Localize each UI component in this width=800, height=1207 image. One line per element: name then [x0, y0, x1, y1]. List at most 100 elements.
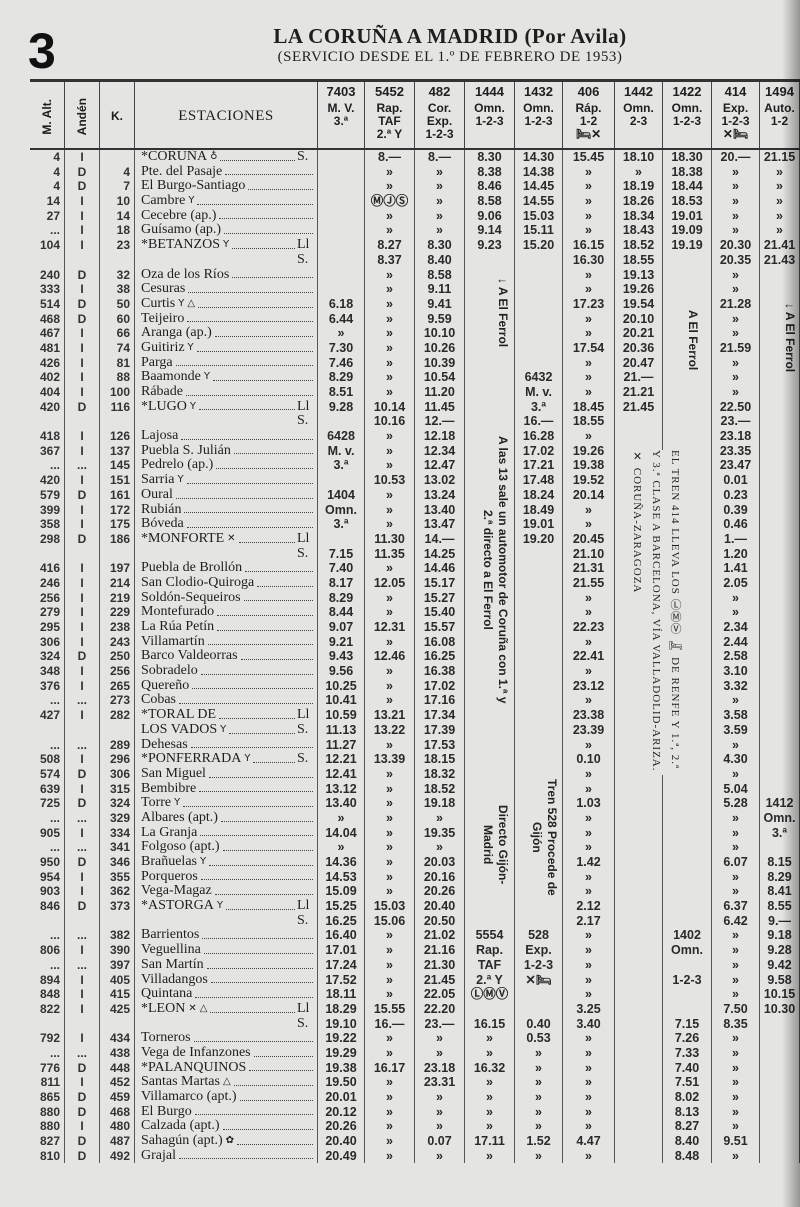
time-cell: »	[712, 1119, 760, 1135]
time-cell	[663, 620, 712, 635]
km-cell: 74	[100, 340, 135, 356]
km-cell: 256	[100, 664, 135, 679]
time-cell: 7.51	[663, 1075, 712, 1090]
time-cell: 21.28	[712, 296, 760, 312]
train-class: 3.ª	[333, 114, 349, 128]
time-cell: 7.26	[663, 1031, 712, 1046]
time-cell: Omn.	[663, 943, 712, 958]
time-cell: »	[365, 443, 415, 459]
time-cell	[465, 355, 515, 371]
time-cell: 22.23	[563, 620, 615, 635]
time-cell	[663, 766, 712, 782]
platform-cell: I	[65, 282, 100, 297]
time-cell: 18.52	[415, 781, 465, 797]
station-name: Albares (apt.)	[141, 810, 218, 825]
timetable-row: 240 D 32 Oza de los Ríos» 8.58» 19.13»	[30, 267, 800, 283]
dot-leader	[253, 752, 295, 763]
km-cell: 214	[100, 575, 135, 591]
page-edge-shadow	[782, 0, 800, 1207]
station-cell: *PALANQUINOS	[135, 1060, 318, 1076]
platform-cell: I	[65, 1119, 100, 1135]
time-cell	[615, 1045, 663, 1061]
time-cell	[318, 473, 365, 488]
time-cell	[663, 634, 712, 650]
time-cell: 9.28	[318, 399, 365, 415]
time-cell: 14.36	[318, 855, 365, 870]
time-cell: 20.03	[415, 855, 465, 870]
train-header-1432: 1432 Omn. 1-2-3	[515, 82, 563, 148]
time-cell: 20.10	[615, 311, 663, 327]
time-cell	[663, 649, 712, 665]
km-cell: 315	[100, 781, 135, 797]
altitude-cell: 324	[30, 649, 65, 665]
time-cell: 3.ª	[318, 458, 365, 474]
time-cell: 19.22	[318, 1031, 365, 1046]
time-cell	[318, 194, 365, 209]
time-cell: 19.01	[515, 517, 563, 532]
time-cell: »	[712, 208, 760, 224]
time-cell	[318, 223, 365, 239]
km-cell: 362	[100, 884, 135, 900]
station-cell: *MONFORTE ✕ Ll	[135, 531, 318, 547]
km-cell: 229	[100, 605, 135, 620]
time-cell: »	[365, 355, 415, 371]
time-cell	[465, 487, 515, 503]
time-cell	[663, 913, 712, 929]
altitude-cell: 725	[30, 796, 65, 811]
time-cell: 21.45	[615, 399, 663, 415]
arrival-departure-mark: S.	[297, 722, 309, 737]
timetable-row: 358 I 175 Bóveda 3.ª» 13.47 19.01» 0.46	[30, 517, 800, 532]
km-cell	[100, 913, 135, 929]
altitude-cell: 894	[30, 972, 65, 988]
station-cell: Bembibre	[135, 781, 318, 797]
time-cell: 14.46	[415, 561, 465, 576]
time-cell: 22.05	[415, 987, 465, 1002]
timetable-row: 298 D 186 *MONFORTE ✕ Ll 11.30 14.— 19.20 20.45 1.…	[30, 531, 800, 547]
time-cell	[515, 737, 563, 753]
time-cell: 13.24	[415, 487, 465, 503]
time-cell	[615, 943, 663, 958]
time-cell: 23.35	[712, 443, 760, 459]
station-cell: Soldón-Sequeiros	[135, 590, 318, 606]
time-cell	[663, 869, 712, 885]
time-cell	[465, 443, 515, 459]
time-cell: 16.25	[415, 649, 465, 665]
time-cell: 13.22	[365, 722, 415, 738]
glass-icon: Y	[187, 341, 194, 353]
time-cell	[465, 546, 515, 562]
time-cell: »	[563, 957, 615, 973]
time-cell	[663, 855, 712, 870]
platform-cell: ...	[65, 1045, 100, 1061]
station-name: El Burgo-Santiago	[141, 179, 246, 194]
time-cell	[465, 575, 515, 591]
platform-cell: I	[65, 429, 100, 444]
time-cell: 15.55	[365, 1001, 415, 1017]
time-cell	[615, 1001, 663, 1017]
timetable-row: 954 I 355 Porqueros 14.53» 20.16»» 8.29	[30, 869, 800, 885]
timetable-row: 846 D 373 *ASTORGA Y Ll 15.25 15.03 20.40 2.12 6.3…	[30, 899, 800, 914]
time-cell: 23.38	[563, 708, 615, 723]
time-cell: 23.39	[563, 722, 615, 738]
platform-cell: D	[65, 1148, 100, 1164]
time-cell: »	[365, 810, 415, 826]
time-cell: »	[563, 429, 615, 444]
timetable-row: 333 I 38 Cesuras» 9.11» 19.26»	[30, 282, 800, 297]
platform-cell: D	[65, 399, 100, 415]
time-cell: »	[712, 693, 760, 709]
km-cell: 32	[100, 267, 135, 283]
glass-icon: Y	[223, 239, 230, 251]
train-class: 1-2	[770, 114, 789, 128]
time-cell	[615, 899, 663, 914]
station-cell: Parga	[135, 355, 318, 371]
station-cell: Dehesas	[135, 737, 318, 753]
time-cell: »	[415, 164, 465, 180]
time-cell	[663, 722, 712, 738]
time-cell	[465, 429, 515, 444]
time-cell: 8.35	[712, 1016, 760, 1032]
arrival-departure-mark: S.	[297, 150, 309, 164]
altitude-cell: 848	[30, 987, 65, 1002]
time-cell: 13.02	[415, 473, 465, 488]
train-number: 414	[724, 84, 747, 99]
time-cell: 18.55	[563, 414, 615, 430]
time-cell: »	[365, 164, 415, 180]
